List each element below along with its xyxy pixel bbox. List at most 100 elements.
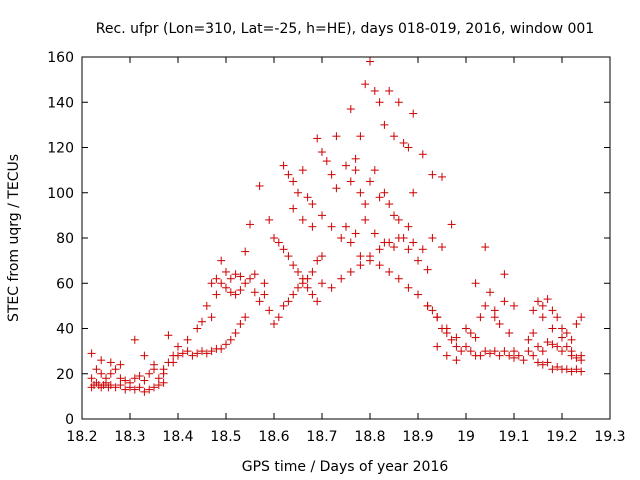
data-point [183, 335, 192, 344]
data-point [433, 342, 442, 351]
data-point [562, 365, 571, 374]
data-point [255, 181, 264, 190]
data-point [385, 200, 394, 209]
data-point [241, 313, 250, 322]
data-point [260, 290, 269, 299]
x-tick-label: 19.1 [498, 429, 529, 445]
data-point [486, 288, 494, 297]
data-point [510, 347, 518, 356]
data-point [438, 172, 446, 181]
data-point [351, 229, 360, 238]
data-point [130, 385, 139, 394]
data-point [279, 301, 288, 310]
data-point [572, 353, 581, 362]
data-point [409, 188, 418, 197]
data-point [217, 279, 226, 288]
data-point [346, 105, 355, 114]
data-point [414, 256, 422, 265]
data-point [303, 193, 312, 202]
data-point [481, 301, 490, 310]
data-point [130, 335, 139, 344]
data-point [500, 297, 509, 306]
x-tick-label: 19.2 [546, 429, 577, 445]
data-point [274, 238, 283, 247]
data-point [294, 188, 302, 197]
data-point [370, 86, 379, 95]
data-point [193, 349, 202, 358]
data-point [303, 283, 312, 292]
data-point [409, 238, 418, 247]
data-point [174, 351, 182, 360]
data-point [409, 109, 418, 118]
data-point [308, 267, 317, 276]
data-point [385, 267, 394, 276]
data-point [548, 324, 557, 333]
data-point [428, 306, 437, 315]
data-point [241, 247, 250, 256]
data-point [346, 267, 355, 276]
y-tick-label: 140 [47, 95, 74, 111]
data-point [452, 342, 461, 351]
data-point [418, 150, 427, 159]
data-point [250, 270, 259, 279]
data-point [577, 313, 586, 322]
data-point [298, 166, 307, 175]
data-point [524, 335, 533, 344]
data-point [178, 349, 187, 358]
x-tick-label: 19.3 [594, 429, 625, 445]
data-point [476, 351, 485, 360]
data-point [308, 290, 317, 299]
data-point [327, 170, 336, 179]
data-point [490, 306, 499, 315]
data-point [529, 329, 538, 338]
data-point [567, 367, 576, 376]
data-point [390, 132, 398, 141]
y-tick-label: 100 [47, 186, 74, 202]
data-point [375, 261, 384, 270]
data-point [366, 252, 374, 261]
data-point [121, 376, 130, 385]
data-point [164, 358, 173, 367]
data-point [538, 313, 547, 322]
data-point [375, 245, 384, 254]
data-point [327, 222, 336, 231]
data-point [356, 188, 365, 197]
data-point [226, 274, 235, 283]
data-point [250, 288, 259, 297]
y-tick-label: 40 [56, 322, 74, 338]
plot-frame [81, 56, 611, 420]
data-point [270, 234, 278, 242]
data-point [111, 383, 120, 392]
x-tick-label: 18.9 [402, 429, 433, 445]
data-point [548, 365, 557, 374]
data-point [495, 319, 504, 328]
data-point [217, 344, 226, 353]
data-point [130, 374, 139, 383]
data-point [106, 358, 115, 367]
data-point [97, 356, 106, 365]
data-point [529, 306, 538, 315]
data-point [370, 229, 379, 238]
data-point [490, 347, 499, 356]
data-point [572, 319, 581, 328]
data-point [111, 365, 120, 374]
data-point [375, 98, 384, 107]
data-point [116, 381, 125, 390]
data-point [351, 154, 360, 163]
data-point [538, 347, 547, 356]
data-point [471, 333, 480, 342]
y-tick-label: 60 [56, 276, 74, 292]
data-point [476, 313, 485, 322]
data-point [188, 351, 197, 360]
data-point [414, 290, 422, 299]
data-point [572, 365, 581, 374]
data-point [202, 349, 211, 358]
data-point [567, 347, 576, 356]
data-point [298, 274, 307, 283]
data-point [154, 381, 163, 390]
data-point [361, 200, 370, 209]
data-point [332, 132, 341, 141]
data-point [284, 252, 293, 261]
data-point [471, 279, 480, 288]
data-point [366, 57, 374, 66]
